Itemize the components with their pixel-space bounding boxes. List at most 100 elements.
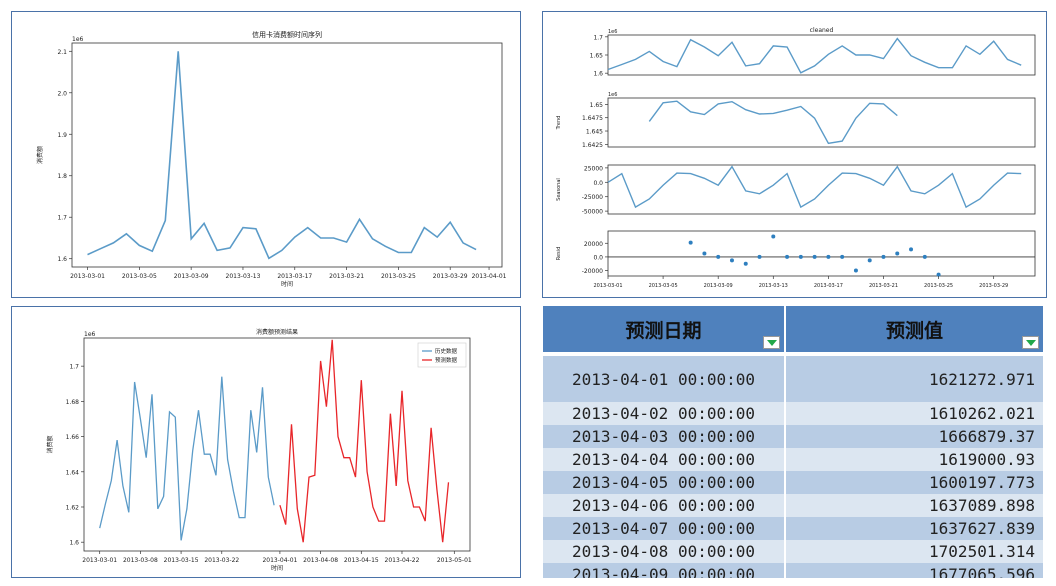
resid-point <box>785 254 790 259</box>
series-line <box>607 37 1022 74</box>
x-tick-label: 2013-03-21 <box>329 273 364 280</box>
filter-dropdown-button[interactable] <box>1022 336 1039 349</box>
resid-point <box>853 268 858 273</box>
x-tick-label: 2013-03-01 <box>593 283 622 289</box>
x-tick-label: 2013-03-25 <box>381 273 416 280</box>
date-cell: 2013-04-08 00:00:00 <box>543 540 786 563</box>
resid-point <box>743 261 748 266</box>
resid-point <box>895 251 900 256</box>
resid-point <box>936 272 941 277</box>
y-axis-label: Seasonal <box>556 178 562 201</box>
resid-point <box>771 234 776 239</box>
value-cell: 1600197.773 <box>929 473 1035 492</box>
y-tick-label: 0.0 <box>593 254 603 261</box>
y-tick-label: 1.65 <box>590 102 604 109</box>
y-axis-label: Resid <box>556 247 562 261</box>
table-row: 2013-04-04 00:00:00 1619000.93 <box>543 448 1043 471</box>
filter-dropdown-button[interactable] <box>763 336 780 349</box>
table-row: 2013-04-05 00:00:00 1600197.773 <box>543 471 1043 494</box>
plot-frame <box>71 42 503 268</box>
plot-frame <box>607 164 1036 215</box>
chart-title: 消费额预测结果 <box>256 328 298 336</box>
x-tick-label: 2013-05-01 <box>437 557 472 564</box>
date-cell: 2013-04-07 00:00:00 <box>543 517 786 540</box>
y-tick-label: 1.645 <box>586 129 603 136</box>
date-cell: 2013-04-02 00:00:00 <box>543 402 786 425</box>
y-axis-label: Trend <box>556 116 562 131</box>
resid-point <box>867 258 872 263</box>
value-cell: 1619000.93 <box>938 450 1035 469</box>
y-tick-label: 1.6 <box>69 540 79 547</box>
value-cell: 1610262.021 <box>929 404 1035 423</box>
date-cell: 2013-04-03 00:00:00 <box>543 425 786 448</box>
y-tick-label: 1.68 <box>66 399 80 406</box>
y-tick-label: 1.7 <box>593 34 603 41</box>
value-cell: 1702501.314 <box>929 542 1035 561</box>
resid-point <box>716 254 721 259</box>
series-line <box>648 100 898 145</box>
series-line <box>87 51 477 260</box>
y-axis-label: 消费额 <box>36 146 44 164</box>
x-tick-label: 2013-03-25 <box>924 283 953 289</box>
y-tick-label: 1.6425 <box>582 142 603 149</box>
x-tick-label: 2013-04-08 <box>303 557 338 564</box>
date-cell: 2013-04-06 00:00:00 <box>543 494 786 517</box>
series-line <box>279 339 450 543</box>
x-axis-label: 时间 <box>271 564 283 572</box>
value-cell: 1677065.596 <box>929 565 1035 578</box>
x-tick-label: 2013-03-29 <box>433 273 468 280</box>
plot-frame <box>607 34 1036 76</box>
forecast-panel: 消费额预测结果 1e6 1.6 1.62 1.64 1.66 1.68 1.7 2013-03-… <box>11 306 521 578</box>
x-tick-label: 2013-04-01 <box>262 557 297 564</box>
y-tick-label: 1.62 <box>66 504 80 511</box>
y-tick-label: 1.7 <box>69 364 79 371</box>
resid-point <box>729 258 734 263</box>
decomposition-panel: cleaned 1e6 1.6 1.65 1.7 1e6 1.6425 1.645 1.6475… <box>542 11 1047 298</box>
chart-title: cleaned <box>810 27 834 34</box>
resid-point <box>702 251 707 256</box>
forecast-chart: 消费额预测结果 1e6 1.6 1.62 1.64 1.66 1.68 1.7 2013-03-… <box>46 328 472 572</box>
y-tick-label: 1.9 <box>57 132 67 139</box>
x-tick-label: 2013-03-05 <box>649 283 678 289</box>
chart-title: 信用卡消费额时间序列 <box>252 30 322 39</box>
y-scale-label: 1e6 <box>84 331 96 338</box>
x-tick-label: 2013-03-21 <box>869 283 898 289</box>
table-row: 2013-04-03 00:00:00 1666879.37 <box>543 425 1043 448</box>
table-body: 2013-04-01 00:00:00 1621272.971 2013-04-02… <box>543 352 1043 578</box>
x-axis-label: 时间 <box>281 280 293 288</box>
table-row: 2013-04-09 00:00:00 1677065.596 <box>543 563 1043 578</box>
table-header: 预测日期 预测值 <box>543 306 1043 352</box>
column-header-label: 预测值 <box>885 319 943 342</box>
x-tick-label: 2013-03-09 <box>174 273 209 280</box>
date-cell: 2013-04-01 00:00:00 <box>543 356 786 402</box>
x-tick-label: 2013-03-13 <box>226 273 261 280</box>
resid-point <box>840 254 845 259</box>
y-tick-label: 1.6475 <box>582 115 603 122</box>
resid-point <box>881 254 886 259</box>
x-tick-label: 2013-03-01 <box>70 273 105 280</box>
y-tick-label: -25000 <box>582 194 603 201</box>
x-tick-label: 2013-03-09 <box>704 283 733 289</box>
value-cell: 1621272.971 <box>929 369 1035 389</box>
legend-box <box>417 342 467 368</box>
table-row: 2013-04-07 00:00:00 1637627.839 <box>543 517 1043 540</box>
x-tick-label: 2013-03-29 <box>979 283 1008 289</box>
x-tick-label: 2013-03-13 <box>759 283 788 289</box>
y-axis-label: 消费额 <box>46 435 54 453</box>
y-tick-label: 0.0 <box>593 180 603 187</box>
y-tick-label: -20000 <box>582 268 603 275</box>
date-cell: 2013-04-04 00:00:00 <box>543 448 786 471</box>
y-tick-label: 1.6 <box>593 71 603 78</box>
column-header-label: 预测日期 <box>625 319 702 342</box>
y-scale-label: 1e6 <box>72 36 84 43</box>
x-tick-label: 2013-03-15 <box>164 557 199 564</box>
resid-point <box>812 254 817 259</box>
time-series-panel: 信用卡消费额时间序列 1e6 1.6 1.7 1.8 1.9 2.0 2.1 2013-03-0… <box>11 11 521 298</box>
x-tick-label: 2013-04-01 <box>472 273 507 280</box>
plot-frame <box>607 230 1036 277</box>
plot-frame <box>83 337 471 552</box>
value-cell: 1666879.37 <box>938 427 1035 446</box>
filter-arrow-icon <box>766 339 777 346</box>
decomposition-chart: cleaned 1e6 1.6 1.65 1.7 1e6 1.6425 1.645 1.6475… <box>556 27 1036 289</box>
table-row: 2013-04-02 00:00:00 1610262.021 <box>543 402 1043 425</box>
